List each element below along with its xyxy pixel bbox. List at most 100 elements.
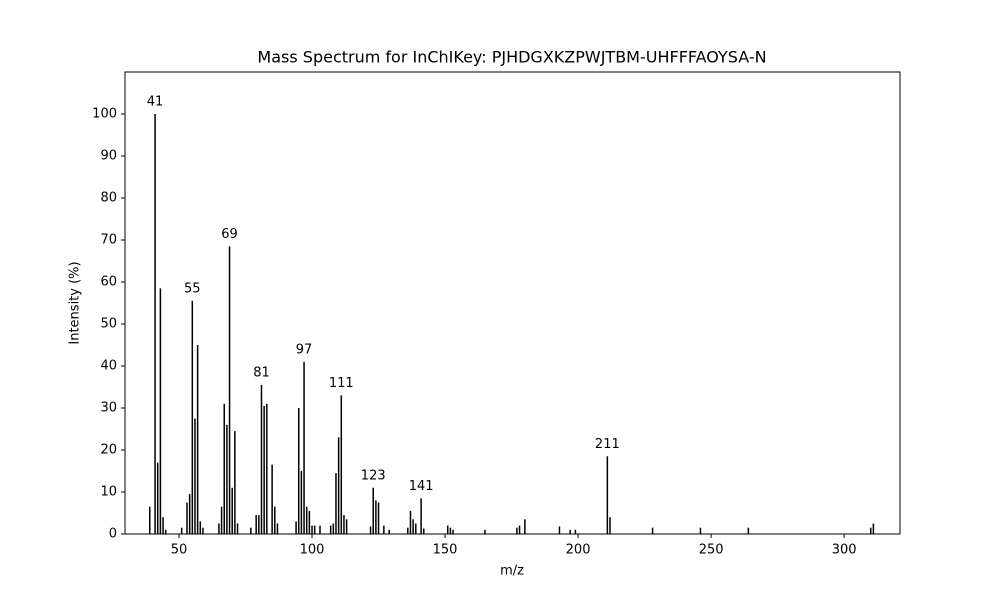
peak <box>747 527 750 534</box>
peak <box>263 405 265 534</box>
peak <box>409 510 412 534</box>
peak <box>260 384 263 534</box>
peak <box>606 456 609 534</box>
peak <box>258 515 260 534</box>
peak <box>518 525 521 534</box>
peak <box>651 527 654 534</box>
peak <box>449 527 452 534</box>
chart-title: Mass Spectrum for InChIKey: PJHDGXKZPWJT… <box>257 48 766 67</box>
peak <box>609 517 611 534</box>
peak <box>231 487 233 534</box>
peak <box>415 523 417 534</box>
peak <box>332 523 335 534</box>
peak <box>699 527 702 534</box>
peak <box>329 525 332 534</box>
y-tick-label: 80 <box>100 191 117 206</box>
peak <box>271 464 273 534</box>
y-tick-label: 20 <box>100 443 117 458</box>
peak <box>869 527 872 534</box>
y-tick-label: 60 <box>100 275 117 290</box>
peak <box>295 521 297 534</box>
peak <box>236 523 239 534</box>
peak <box>420 498 422 534</box>
x-tick-label: 150 <box>433 543 458 558</box>
peak-label: 123 <box>361 468 386 483</box>
peak <box>423 528 425 534</box>
peak <box>154 114 156 534</box>
peak <box>388 529 390 534</box>
x-tick-label: 250 <box>699 543 724 558</box>
y-axis-label: Intensity (%) <box>68 261 83 344</box>
peak <box>162 517 164 534</box>
peak <box>569 529 571 534</box>
peak <box>191 300 194 534</box>
peak <box>202 527 204 534</box>
peak <box>524 519 526 534</box>
peak <box>274 506 276 534</box>
x-tick-label: 200 <box>566 543 591 558</box>
peak-label: 69 <box>221 227 238 242</box>
peak <box>574 529 577 534</box>
peak <box>369 526 372 534</box>
peak <box>164 529 167 534</box>
peak <box>446 525 449 534</box>
peak-label: 111 <box>329 376 354 391</box>
y-tick-label: 10 <box>100 485 117 500</box>
peak <box>377 502 380 534</box>
peak <box>335 473 337 534</box>
x-tick-label: 300 <box>832 543 857 558</box>
peak <box>372 487 374 534</box>
plot-frame <box>124 71 901 535</box>
peak <box>407 527 409 534</box>
y-tick-label: 0 <box>109 527 117 542</box>
peak <box>383 525 385 534</box>
peak <box>159 288 162 534</box>
peak <box>266 403 268 534</box>
peak <box>297 408 300 534</box>
peak <box>148 506 151 534</box>
peak <box>311 525 313 534</box>
peak <box>516 527 518 534</box>
y-tick-label: 50 <box>100 317 117 332</box>
peak <box>226 424 228 534</box>
peak <box>300 471 303 534</box>
peak <box>276 523 279 534</box>
peak <box>186 502 188 534</box>
peak <box>199 521 202 534</box>
peak <box>218 523 220 534</box>
peak-label: 97 <box>296 342 313 357</box>
y-tick-label: 30 <box>100 401 117 416</box>
peak-label: 41 <box>147 95 164 110</box>
peak <box>337 437 340 534</box>
peak <box>305 506 308 534</box>
y-tick-label: 100 <box>92 107 117 122</box>
peak <box>872 523 875 534</box>
y-tick-label: 40 <box>100 359 117 374</box>
peak <box>308 510 311 534</box>
peak <box>452 529 454 534</box>
x-tick-label: 100 <box>300 543 325 558</box>
peak <box>343 515 345 534</box>
peak <box>228 246 231 535</box>
peak <box>313 525 316 534</box>
peak <box>188 494 191 534</box>
peak <box>255 515 257 534</box>
peak <box>319 525 321 534</box>
peak <box>558 526 561 534</box>
y-tick-label: 70 <box>100 233 117 248</box>
peak <box>234 431 236 534</box>
peak <box>303 361 305 534</box>
peak <box>412 519 414 534</box>
peak <box>180 527 183 534</box>
peak <box>345 519 348 534</box>
peak <box>196 345 199 534</box>
peak <box>156 462 159 534</box>
peak <box>375 500 377 534</box>
peak <box>194 418 196 534</box>
peak <box>250 527 252 534</box>
peak <box>484 529 486 534</box>
peak <box>220 506 223 534</box>
peak-label: 141 <box>409 479 434 494</box>
x-axis-label: m/z <box>500 564 524 579</box>
peak-label: 81 <box>253 365 270 380</box>
